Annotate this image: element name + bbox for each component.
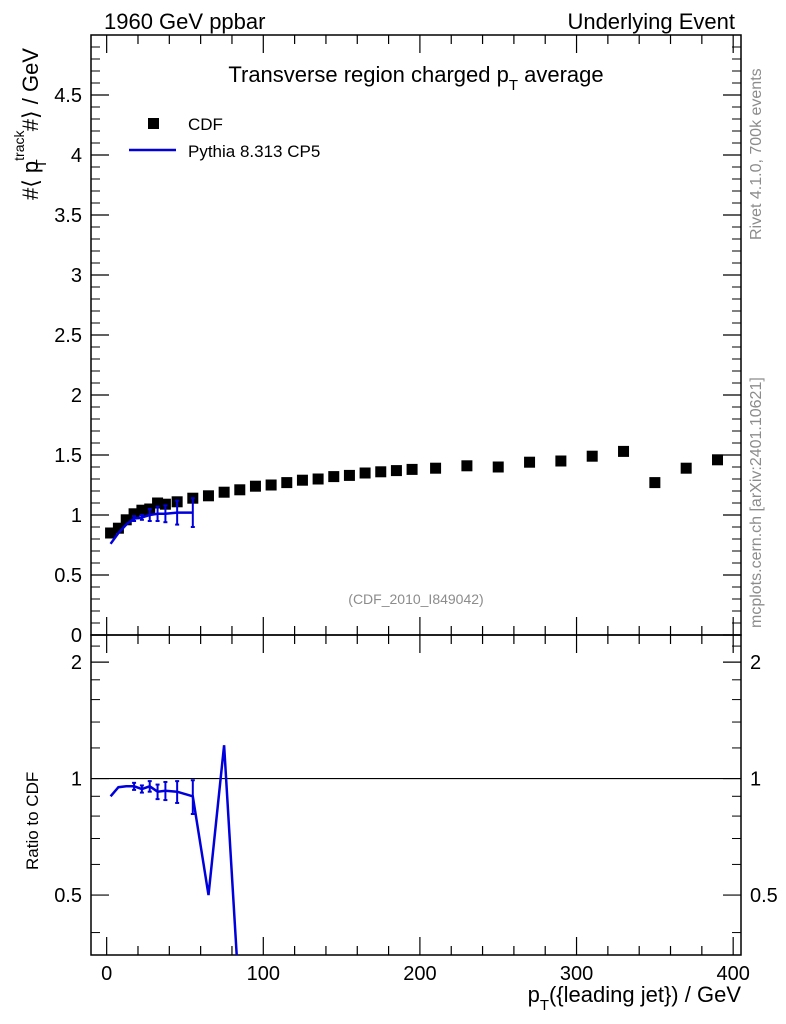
main-ytick-label: 0 <box>71 625 82 647</box>
cdf-data-point <box>712 454 724 466</box>
ratio-series <box>109 745 238 955</box>
cdf-data-point <box>492 461 504 473</box>
cdf-data-point <box>375 466 387 478</box>
ratio-ytick-label-right: 1 <box>750 769 761 791</box>
cdf-data-point <box>105 527 117 539</box>
ratio-xtick-label: 300 <box>560 963 593 985</box>
main-ytick-label: 4 <box>71 145 82 167</box>
cdf-data-point <box>586 450 598 462</box>
cdf-data-point <box>136 504 148 516</box>
ratio-line <box>109 745 238 955</box>
cdf-data-point <box>524 456 536 468</box>
cdf-data-point <box>680 462 692 474</box>
source-text: mcplots.cern.ch [arXiv:2401.10621] <box>748 377 765 628</box>
main-ytick-label: 0.5 <box>54 565 82 587</box>
ratio-ticks: 0 100 200 300 400 0.5 0.5 1 1 2 2 <box>54 635 778 985</box>
cdf-data-point <box>249 480 261 492</box>
ratio-ytick-label-right: 2 <box>750 652 761 674</box>
cdf-data-point <box>618 445 630 457</box>
main-ytick-label: 2.5 <box>54 325 82 347</box>
main-panel: 0 0.5 1 1.5 2 2.5 3 3.5 4 4.5 Transverse region c… <box>11 34 742 647</box>
cdf-data-point <box>234 484 246 496</box>
cdf-data-point <box>406 463 418 475</box>
x-axis-label: pT({leading jet}) / GeV <box>528 982 742 1014</box>
cdf-data-point <box>328 471 340 483</box>
header-right: Underlying Event <box>567 9 735 34</box>
legend-pythia-label: Pythia 8.313 CP5 <box>188 142 320 161</box>
main-ytick-label: 1 <box>71 505 82 527</box>
analysis-watermark: (CDF_2010_I849042) <box>348 591 483 607</box>
legend: CDF Pythia 8.313 CP5 <box>129 115 320 161</box>
cdf-data-point <box>112 522 124 534</box>
main-series <box>105 445 724 545</box>
main-ytick-label: 3 <box>71 265 82 287</box>
header-left: 1960 GeV ppbar <box>104 9 265 34</box>
cdf-data-point <box>390 465 402 477</box>
ratio-ytick-label: 2 <box>71 652 82 674</box>
cdf-data-point <box>555 455 567 467</box>
cdf-data-point <box>202 490 214 502</box>
legend-cdf-marker <box>148 118 159 129</box>
main-ytick-label: 3.5 <box>54 205 82 227</box>
ratio-xtick-label: 400 <box>716 963 749 985</box>
cdf-data-point <box>152 497 164 509</box>
cdf-data-point <box>120 514 132 526</box>
cdf-data-point <box>296 474 308 486</box>
cdf-data-point <box>649 477 661 489</box>
cdf-data-point <box>359 467 371 479</box>
cdf-data-point <box>430 462 442 474</box>
main-title: Transverse region charged pT average <box>228 62 603 94</box>
ratio-ylabel: Ratio to CDF <box>23 772 42 870</box>
cdf-data-point <box>128 508 140 520</box>
ratio-xtick-label: 100 <box>247 963 280 985</box>
ratio-clipped-group <box>109 745 238 955</box>
main-ytick-label: 2 <box>71 385 82 407</box>
ratio-ytick-label-right: 0.5 <box>750 885 778 907</box>
main-ytick-label: 1.5 <box>54 445 82 467</box>
ratio-ytick-label: 0.5 <box>54 885 82 907</box>
rivet-version-text: Rivet 4.1.0, 700k events <box>748 68 765 240</box>
cdf-data-point <box>159 498 171 510</box>
ratio-frame <box>90 634 742 956</box>
cdf-data-point <box>281 477 293 489</box>
legend-cdf-label: CDF <box>188 115 223 134</box>
main-ylabel: #⟨ ptrackT #⟩ / GeV <box>11 48 50 200</box>
cdf-data-point <box>343 469 355 481</box>
ratio-xtick-label: 200 <box>403 963 436 985</box>
cdf-data-point <box>312 473 324 485</box>
cdf-data-point <box>461 460 473 472</box>
ratio-ytick-label: 1 <box>71 769 82 791</box>
main-ytick-label: 4.5 <box>54 85 82 107</box>
ratio-panel: 0 100 200 300 400 0.5 0.5 1 1 2 2 Ratio to CDF pT(… <box>23 634 778 1014</box>
cdf-data-point <box>265 479 277 491</box>
cdf-data-point <box>218 486 230 498</box>
ratio-xtick-label: 0 <box>101 963 112 985</box>
pythia-line <box>109 511 193 545</box>
main-ticks: 0 0.5 1 1.5 2 2.5 3 3.5 4 4.5 <box>54 35 741 647</box>
